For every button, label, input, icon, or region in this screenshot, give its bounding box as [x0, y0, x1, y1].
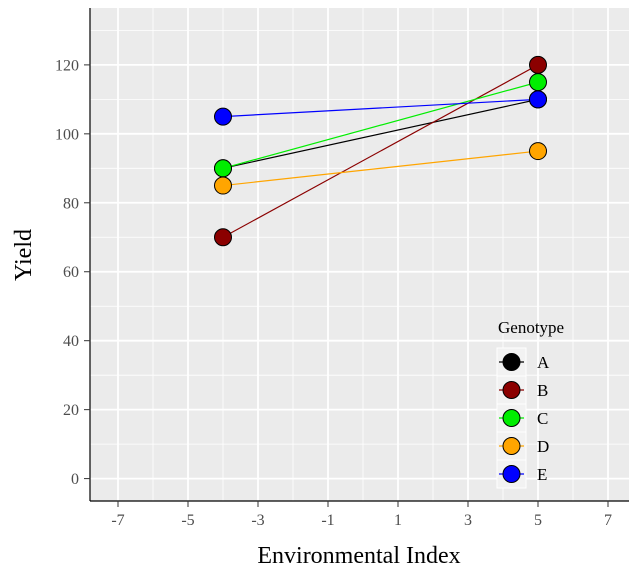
x-tick-label: 5	[534, 512, 542, 529]
y-ticks: 0 20 40 60 80 100 120	[55, 57, 90, 488]
series-line-A	[222, 98, 539, 169]
x-tick-label: -3	[251, 512, 264, 529]
data-point-E	[529, 90, 547, 109]
data-point-D	[529, 142, 547, 161]
data-point-B	[214, 228, 232, 247]
y-tick-label: 0	[71, 471, 79, 488]
legend-key-marker-E	[502, 465, 521, 483]
legend-title: Genotype	[498, 318, 564, 337]
x-tick-label: 1	[394, 512, 402, 529]
series-line-E	[222, 98, 539, 118]
y-axis-title: Yield	[11, 229, 37, 281]
legend-key-marker-D	[502, 437, 521, 455]
x-axis-title: Environmental Index	[257, 543, 460, 569]
legend-label-C: C	[537, 409, 548, 428]
legend-key-marker-A	[502, 353, 521, 371]
series-points	[214, 55, 547, 247]
data-point-C	[529, 73, 547, 92]
series-lines	[222, 64, 539, 238]
y-tick-label: 120	[55, 57, 79, 74]
data-point-D	[214, 176, 232, 195]
series-line-D	[222, 150, 539, 187]
series-line-B	[222, 64, 539, 238]
x-ticks: -7 -5 -3 -1 1 3 5 7	[111, 501, 612, 529]
x-tick-label: 3	[464, 512, 472, 529]
x-tick-label: -1	[321, 512, 334, 529]
data-point-E	[214, 107, 232, 126]
data-point-C	[214, 159, 232, 178]
grid-major	[90, 8, 629, 501]
legend-label-A: A	[537, 353, 550, 372]
series-line-C	[222, 81, 539, 169]
legend-label-D: D	[537, 437, 549, 456]
legend-key-marker-B	[502, 381, 521, 399]
y-tick-label: 80	[63, 195, 79, 212]
axes	[89, 8, 629, 502]
data-point-B	[529, 55, 547, 74]
x-tick-label: -7	[111, 512, 124, 529]
grid-minor	[90, 8, 629, 501]
y-tick-label: 100	[55, 126, 79, 143]
legend-label-E: E	[537, 465, 547, 484]
legend-label-B: B	[537, 381, 548, 400]
x-tick-label: -5	[181, 512, 194, 529]
y-tick-label: 40	[63, 333, 79, 350]
x-tick-label: 7	[604, 512, 612, 529]
y-tick-label: 20	[63, 402, 79, 419]
y-tick-label: 60	[63, 264, 79, 281]
legend-key-marker-C	[502, 409, 521, 427]
